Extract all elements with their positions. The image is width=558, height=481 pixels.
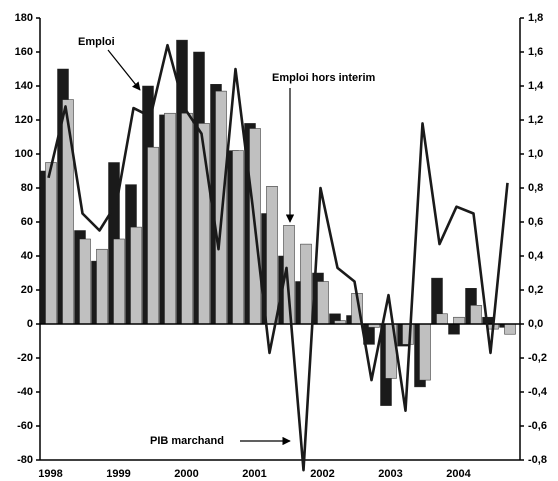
annotation: PIB marchand bbox=[150, 435, 224, 447]
y-tick-label: -80 bbox=[17, 454, 33, 466]
x-tick-label: 1999 bbox=[106, 468, 130, 480]
y-tick-label: 140 bbox=[15, 80, 33, 92]
y-tick-label: 80 bbox=[21, 182, 33, 194]
y-tick-label: -20 bbox=[17, 352, 33, 364]
y-tick-label: -60 bbox=[17, 420, 33, 432]
bar bbox=[62, 99, 74, 325]
x-tick-label: 1998 bbox=[38, 468, 62, 480]
x-tick-label: 2000 bbox=[174, 468, 198, 480]
y2-tick-label: 0,2 bbox=[528, 284, 543, 296]
line bbox=[47, 43, 509, 472]
x-tick-label: 2003 bbox=[378, 468, 402, 480]
bar bbox=[232, 150, 244, 325]
y2-tick-label: 1,2 bbox=[528, 114, 543, 126]
bar bbox=[419, 323, 431, 381]
plot-area: -80 -60 -40 -20 0 20 40 60 80 100 120 140 160 180 -0,8… bbox=[15, 12, 548, 480]
y2-tick-label: 1,0 bbox=[528, 148, 543, 160]
y2-tick-label: -0,2 bbox=[528, 352, 547, 364]
y2-tick-label: 0,0 bbox=[528, 318, 543, 330]
y-tick-label: 0 bbox=[27, 318, 33, 330]
bar bbox=[181, 112, 193, 325]
bar bbox=[79, 238, 91, 325]
annotation: Emploi bbox=[78, 36, 115, 48]
y-tick-label: 120 bbox=[15, 114, 33, 126]
y2-tick-label: 1,8 bbox=[528, 12, 543, 24]
y2-tick-label: -0,4 bbox=[528, 386, 548, 398]
bar bbox=[147, 146, 159, 325]
bar bbox=[215, 90, 227, 325]
y2-tick-label: 0,6 bbox=[528, 216, 543, 228]
bar bbox=[504, 323, 516, 335]
y-tick-label: 180 bbox=[15, 12, 33, 24]
y-tick-label: 40 bbox=[21, 250, 33, 262]
y-tick-label: -40 bbox=[17, 386, 33, 398]
bar bbox=[300, 243, 312, 325]
bar bbox=[113, 238, 125, 325]
bar bbox=[164, 112, 176, 325]
y2-tick-label: 0,4 bbox=[528, 250, 544, 262]
bar bbox=[45, 162, 57, 325]
x-tick-label: 2002 bbox=[310, 468, 334, 480]
bar bbox=[130, 226, 142, 325]
y2-tick-label: 1,4 bbox=[528, 80, 544, 92]
bar bbox=[436, 313, 448, 325]
bar bbox=[317, 281, 329, 325]
y2-tick-label: -0,6 bbox=[528, 420, 547, 432]
y-tick-label: 160 bbox=[15, 46, 33, 58]
y-tick-label: 100 bbox=[15, 148, 33, 160]
bar bbox=[266, 186, 278, 325]
y-tick-label: 20 bbox=[21, 284, 33, 296]
bar bbox=[453, 316, 465, 325]
y2-tick-label: 1,6 bbox=[528, 46, 543, 58]
annotation: Emploi hors interim bbox=[272, 72, 376, 84]
y2-tick-label: -0,8 bbox=[528, 454, 547, 466]
bar bbox=[402, 323, 414, 345]
bar bbox=[470, 305, 482, 325]
x-tick-label: 2004 bbox=[446, 468, 471, 480]
bar bbox=[96, 248, 108, 325]
annotation-arrow bbox=[107, 49, 141, 91]
y-tick-label: 60 bbox=[21, 216, 33, 228]
bar bbox=[448, 323, 460, 335]
x-tick-label: 2001 bbox=[242, 468, 266, 480]
y2-tick-label: 0,8 bbox=[528, 182, 543, 194]
